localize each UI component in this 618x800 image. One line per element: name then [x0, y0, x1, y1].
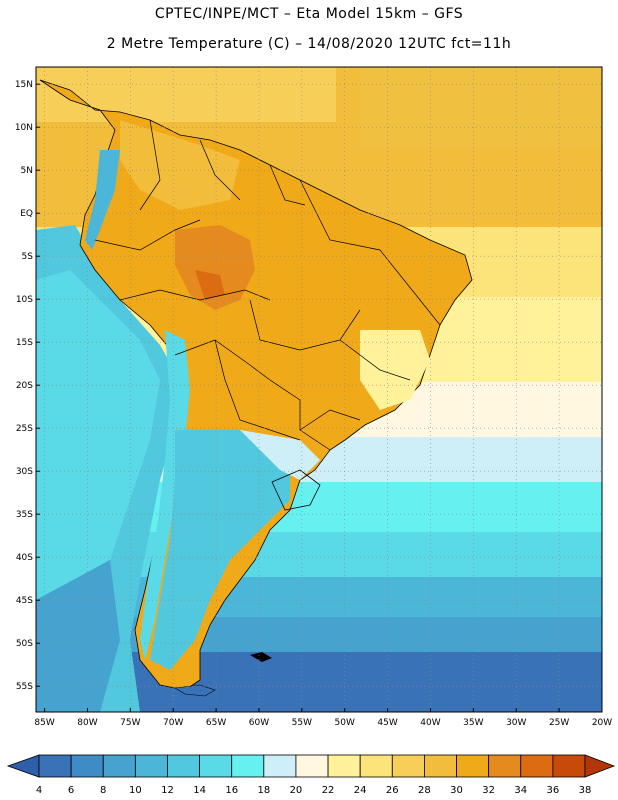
- colorbar-swatch: [520, 754, 554, 778]
- lat-tick-label: 15N: [15, 80, 33, 90]
- lat-tick-label: 5N: [21, 166, 33, 176]
- lon-tick-label: 35W: [463, 718, 483, 728]
- colorbar-label: 10: [129, 785, 142, 796]
- lon-tick-label: 50W: [335, 718, 355, 728]
- colorbar-swatch: [38, 754, 72, 778]
- colorbar-label: 6: [68, 785, 74, 796]
- country-borders: [94, 119, 441, 451]
- colorbar-swatch: [488, 754, 522, 778]
- lon-tick-label: 70W: [163, 718, 183, 728]
- lon-tick-label: 85W: [34, 718, 54, 728]
- colorbar-swatch: [327, 754, 361, 778]
- lon-tick-label: 25W: [549, 718, 569, 728]
- colorbar-swatch: [391, 754, 425, 778]
- colorbar-swatch: [167, 754, 200, 778]
- lat-tick-label: 50S: [16, 639, 33, 649]
- map-frame: [35, 66, 603, 713]
- colorbar-swatch: [359, 754, 393, 778]
- colorbar-labels: 4 6 8 10 12 14 16 18 20 22 24 26 28 30 32 34 36 38: [36, 785, 592, 796]
- colorbar-label: 4: [36, 785, 42, 796]
- lat-tick-label: 10N: [15, 123, 33, 133]
- lat-tick-label: 55S: [16, 682, 33, 692]
- colorbar-swatch: [552, 754, 586, 778]
- colorbar-swatch: [263, 754, 297, 778]
- colorbar-swatch: [231, 754, 265, 778]
- colorbar-swatch: [70, 754, 104, 778]
- colorbar-swatch: [424, 754, 457, 778]
- colorbar-low-arrow: [6, 754, 40, 778]
- colorbar-label: 22: [322, 785, 335, 796]
- colorbar-label: 30: [450, 785, 463, 796]
- colorbar-label: 12: [161, 785, 174, 796]
- colorbar-label: 8: [100, 785, 106, 796]
- lon-tick-label: 75W: [120, 718, 140, 728]
- lon-tick-label: 80W: [77, 718, 97, 728]
- lat-tick-label: 15S: [16, 338, 33, 348]
- colorbar-label: 32: [482, 785, 495, 796]
- colorbar-swatch: [102, 754, 136, 778]
- colorbar: [6, 754, 616, 778]
- map-title-line-2: 2 Metre Temperature (C) – 14/08/2020 12U…: [106, 36, 512, 52]
- lat-tick-label: 25S: [16, 424, 33, 434]
- lat-tick-label: 40S: [16, 553, 33, 563]
- lon-tick-label: 40W: [420, 718, 440, 728]
- colorbar-high-arrow: [584, 754, 616, 778]
- temperature-field: [36, 67, 602, 712]
- colorbar-label: 28: [418, 785, 431, 796]
- lon-tick-label: 20W: [592, 718, 612, 728]
- lat-tick-label: 45S: [16, 596, 33, 606]
- lon-tick-label: 45W: [377, 718, 397, 728]
- map-title-line-1: CPTEC/INPE/MCT – Eta Model 15km – GFS: [154, 6, 464, 22]
- colorbar-swatch: [134, 754, 168, 778]
- colorbar-label: 14: [193, 785, 206, 796]
- colorbar-swatch: [295, 754, 329, 778]
- lat-tick-label: 10S: [16, 295, 33, 305]
- lon-tick-label: 65W: [206, 718, 226, 728]
- colorbar-label: 36: [547, 785, 560, 796]
- colorbar-label: 34: [514, 785, 527, 796]
- lon-tick-label: 55W: [292, 718, 312, 728]
- colorbar-label: 24: [354, 785, 367, 796]
- lat-tick-label: EQ: [20, 209, 33, 219]
- longitude-ticks: 85W 80W 75W 70W 65W 60W 55W 50W 45W 40W 35W 30W 25W 2…: [34, 708, 612, 728]
- lon-tick-label: 30W: [506, 718, 526, 728]
- latitude-ticks: 15N 10N 5N EQ 5S 10S 15S 20S 25S 30S 35S 40S 45S 50S 5…: [15, 80, 40, 692]
- colorbar-label: 20: [290, 785, 303, 796]
- lat-tick-label: 5S: [22, 252, 34, 262]
- colorbar-label: 38: [579, 785, 592, 796]
- lat-tick-label: 20S: [16, 381, 33, 391]
- colorbar-label: 16: [225, 785, 238, 796]
- lon-tick-label: 60W: [249, 718, 269, 728]
- colorbar-swatch: [456, 754, 490, 778]
- colorbar-label: 18: [257, 785, 270, 796]
- lat-tick-label: 35S: [16, 510, 33, 520]
- lat-tick-label: 30S: [16, 467, 33, 477]
- colorbar-swatch: [199, 754, 233, 778]
- colorbar-label: 26: [386, 785, 399, 796]
